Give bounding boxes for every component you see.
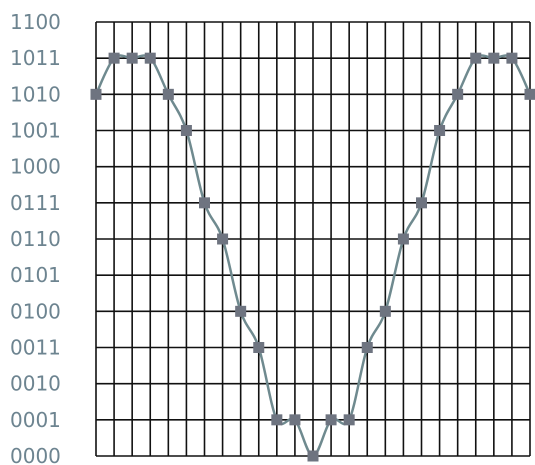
y-tick-labels: 0000 0001 0010 0011 0100 0101 0110 0111 1000 1001… [10, 10, 61, 465]
data-point [488, 53, 499, 64]
data-point [163, 89, 174, 100]
y-tick-label: 0110 [10, 227, 61, 251]
y-tick-label: 0001 [10, 408, 61, 432]
y-tick-label: 0011 [10, 336, 61, 360]
data-point [380, 306, 391, 317]
y-tick-label: 0000 [10, 444, 61, 465]
y-tick-label: 1000 [10, 155, 61, 179]
data-point [289, 414, 300, 425]
data-point [181, 125, 192, 136]
data-point [271, 414, 282, 425]
grid-layer [96, 22, 530, 456]
y-tick-label: 0101 [10, 263, 61, 287]
data-point [525, 89, 535, 100]
y-tick-label: 0100 [10, 299, 61, 323]
y-tick-label: 1001 [10, 119, 61, 143]
data-point [145, 53, 156, 64]
data-point [452, 89, 463, 100]
data-point [506, 53, 517, 64]
data-point [326, 414, 337, 425]
data-point [398, 234, 409, 245]
y-tick-label: 0010 [10, 372, 61, 396]
data-point [127, 53, 138, 64]
data-point [91, 89, 102, 100]
data-point [470, 53, 481, 64]
data-point [344, 414, 355, 425]
data-point [109, 53, 120, 64]
y-tick-label: 1011 [10, 46, 61, 70]
y-tick-label: 1010 [10, 82, 61, 106]
data-point [199, 197, 210, 208]
y-tick-label: 0111 [10, 191, 61, 215]
data-point [217, 234, 228, 245]
data-point [362, 342, 373, 353]
y-tick-label: 1100 [10, 10, 61, 34]
data-point [434, 125, 445, 136]
data-point [253, 342, 264, 353]
data-point [416, 197, 427, 208]
data-point [308, 451, 319, 462]
data-point [235, 306, 246, 317]
